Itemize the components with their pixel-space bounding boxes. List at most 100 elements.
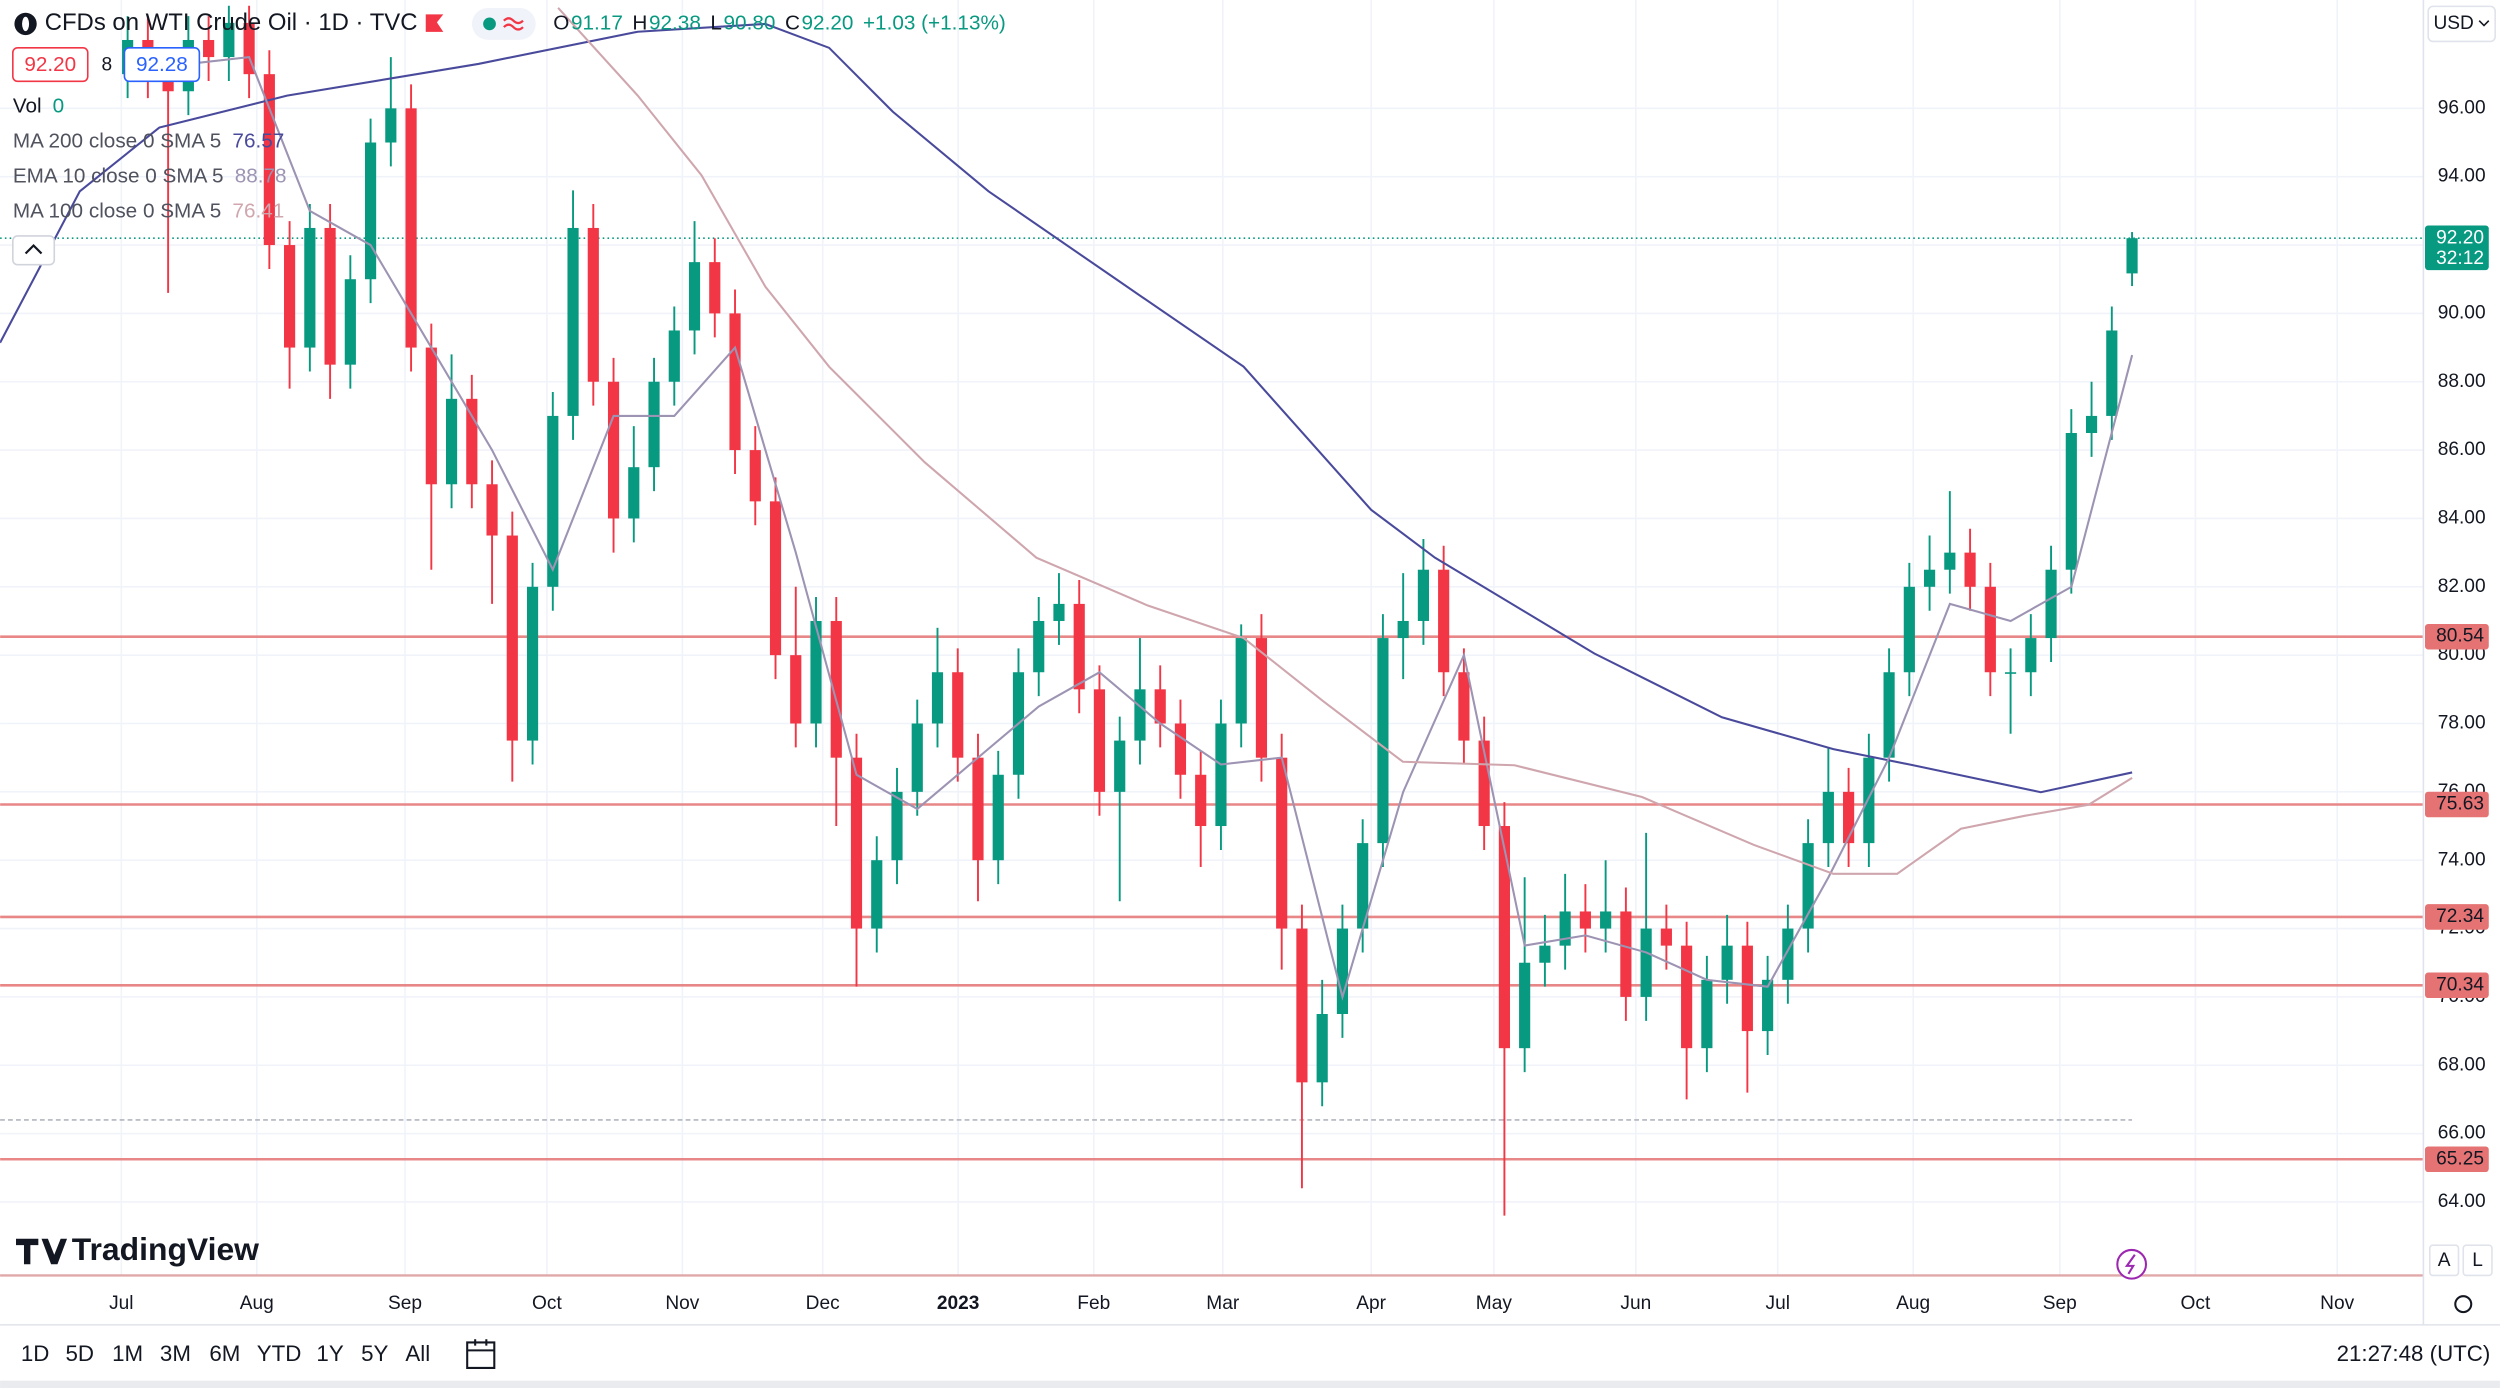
- date-range-icon[interactable]: [466, 1339, 496, 1369]
- collapse-button[interactable]: [12, 235, 56, 266]
- x-tick-label: Sep: [388, 1293, 422, 1314]
- level-tag-label: 70.34: [2436, 974, 2484, 995]
- candle-body: [1417, 569, 1429, 621]
- currency-button[interactable]: [2427, 5, 2496, 43]
- timeframe-button[interactable]: 5D: [66, 1341, 95, 1366]
- price-tag-label: 92.20: [2436, 227, 2484, 248]
- ohlc-key: L: [710, 11, 722, 34]
- candle-body: [1944, 552, 1956, 570]
- legend-name: MA 200 close 0 SMA 5: [13, 129, 221, 152]
- candle-body: [1053, 603, 1065, 621]
- candle-body: [2004, 672, 2017, 674]
- y-tick-label: 84.00: [2438, 507, 2486, 528]
- candle-body: [1154, 689, 1166, 724]
- candle-body: [850, 757, 863, 929]
- candle-body: [2025, 638, 2037, 673]
- y-tick-label: 64.00: [2438, 1191, 2486, 1212]
- candle-body: [1336, 928, 1349, 1014]
- scale-button[interactable]: [2462, 1244, 2493, 1277]
- candle-body: [1924, 569, 1936, 587]
- x-tick-label: Dec: [806, 1293, 840, 1314]
- status-pill[interactable]: [471, 7, 536, 40]
- timeframe-button[interactable]: 1Y: [316, 1341, 343, 1366]
- x-tick-label: 2023: [937, 1293, 980, 1314]
- candle-body: [1478, 740, 1490, 827]
- candle-body: [1559, 911, 1571, 946]
- y-tick-label: 82.00: [2438, 576, 2486, 597]
- candle-body: [810, 620, 822, 724]
- bid-box[interactable]: [12, 47, 89, 83]
- x-tick-label: Aug: [1896, 1293, 1930, 1314]
- candle-body: [1883, 672, 1895, 758]
- indicator-line: [127, 55, 2134, 1001]
- candle-body: [526, 586, 539, 741]
- candle-body: [607, 381, 620, 519]
- y-tick-label: 94.00: [2438, 166, 2486, 187]
- events-icon[interactable]: [2116, 1248, 2148, 1280]
- candle-body: [749, 450, 761, 502]
- timeframe-button[interactable]: 5Y: [361, 1341, 388, 1366]
- candle-body: [1721, 945, 1733, 980]
- timeframe-button[interactable]: YTD: [257, 1341, 302, 1366]
- candle-body: [365, 142, 377, 280]
- candle-body: [1235, 638, 1247, 724]
- candle-body: [2085, 415, 2098, 434]
- candle-body: [2045, 569, 2057, 639]
- market-status: [483, 17, 496, 31]
- candle-body: [1316, 1013, 1328, 1083]
- countdown: 32:12: [2436, 248, 2484, 269]
- level-tag-label: 72.34: [2436, 906, 2484, 927]
- bid: 92.20: [24, 53, 76, 76]
- candle-body: [1033, 620, 1045, 673]
- candle-body: [2126, 238, 2138, 274]
- candle-body: [405, 108, 417, 348]
- x-tick-label: Oct: [532, 1293, 562, 1314]
- indicator-line: [0, 22, 2133, 794]
- x-tick-label: Mar: [1206, 1293, 1240, 1314]
- scale-button-label: A: [2438, 1250, 2451, 1271]
- ask: 92.28: [136, 53, 188, 76]
- ohlc-value: 92.20: [802, 11, 854, 34]
- delay-icon: [503, 17, 524, 31]
- candle-body: [769, 501, 782, 656]
- collapse-icon: [24, 243, 43, 255]
- y-tick-label: 96.00: [2438, 97, 2486, 118]
- candle-body: [1276, 757, 1288, 929]
- candle-body: [385, 108, 397, 143]
- legend-name: MA 100 close 0 SMA 5: [13, 200, 221, 223]
- ask-box[interactable]: [123, 47, 201, 83]
- ohlc-value: 92.38: [649, 11, 701, 34]
- candle-body: [1701, 979, 1713, 1049]
- level-tag-label: 75.63: [2436, 794, 2484, 815]
- logo-text[interactable]: TradingView: [72, 1231, 259, 1267]
- timeframe-button[interactable]: 6M: [209, 1341, 240, 1366]
- timeframe-button[interactable]: 3M: [160, 1341, 191, 1366]
- x-tick-label: Nov: [665, 1293, 699, 1314]
- axes: Jul Aug Sep Oct Nov Dec 2023 Feb Mar Apr May Jun Jul…: [109, 97, 2489, 1314]
- x-tick-label: Jul: [1766, 1293, 1790, 1314]
- ohlc-key: O: [553, 11, 569, 34]
- symbol-title[interactable]: CFDs on WTI Crude Oil · 1D · TVC: [45, 9, 418, 36]
- y-tick-label: 90.00: [2438, 302, 2486, 323]
- candle-body: [1964, 552, 1976, 587]
- currency-caret: [2478, 20, 2490, 27]
- currency: USD: [2434, 13, 2474, 34]
- candle-body: [830, 620, 842, 758]
- y-tick-label: 88.00: [2438, 371, 2486, 392]
- settings-icon[interactable]: [2454, 1295, 2473, 1314]
- timeframe-button[interactable]: 1M: [112, 1341, 143, 1366]
- timeframe-button[interactable]: All: [405, 1341, 430, 1366]
- scale-button[interactable]: [2428, 1244, 2460, 1277]
- candle-body: [425, 347, 437, 485]
- candle-body: [1782, 928, 1794, 980]
- candle-body: [709, 262, 721, 314]
- ohlc-values: O 91.17 H 92.38 L 90.80 C 92.20: [553, 11, 853, 34]
- candle-body: [1215, 723, 1227, 827]
- flag-icon[interactable]: [425, 14, 444, 32]
- candle-body: [1984, 586, 1996, 673]
- timeframe-button[interactable]: 1D: [21, 1341, 50, 1366]
- ohlc-key: C: [785, 11, 800, 34]
- legend-value: 76.57: [232, 129, 284, 152]
